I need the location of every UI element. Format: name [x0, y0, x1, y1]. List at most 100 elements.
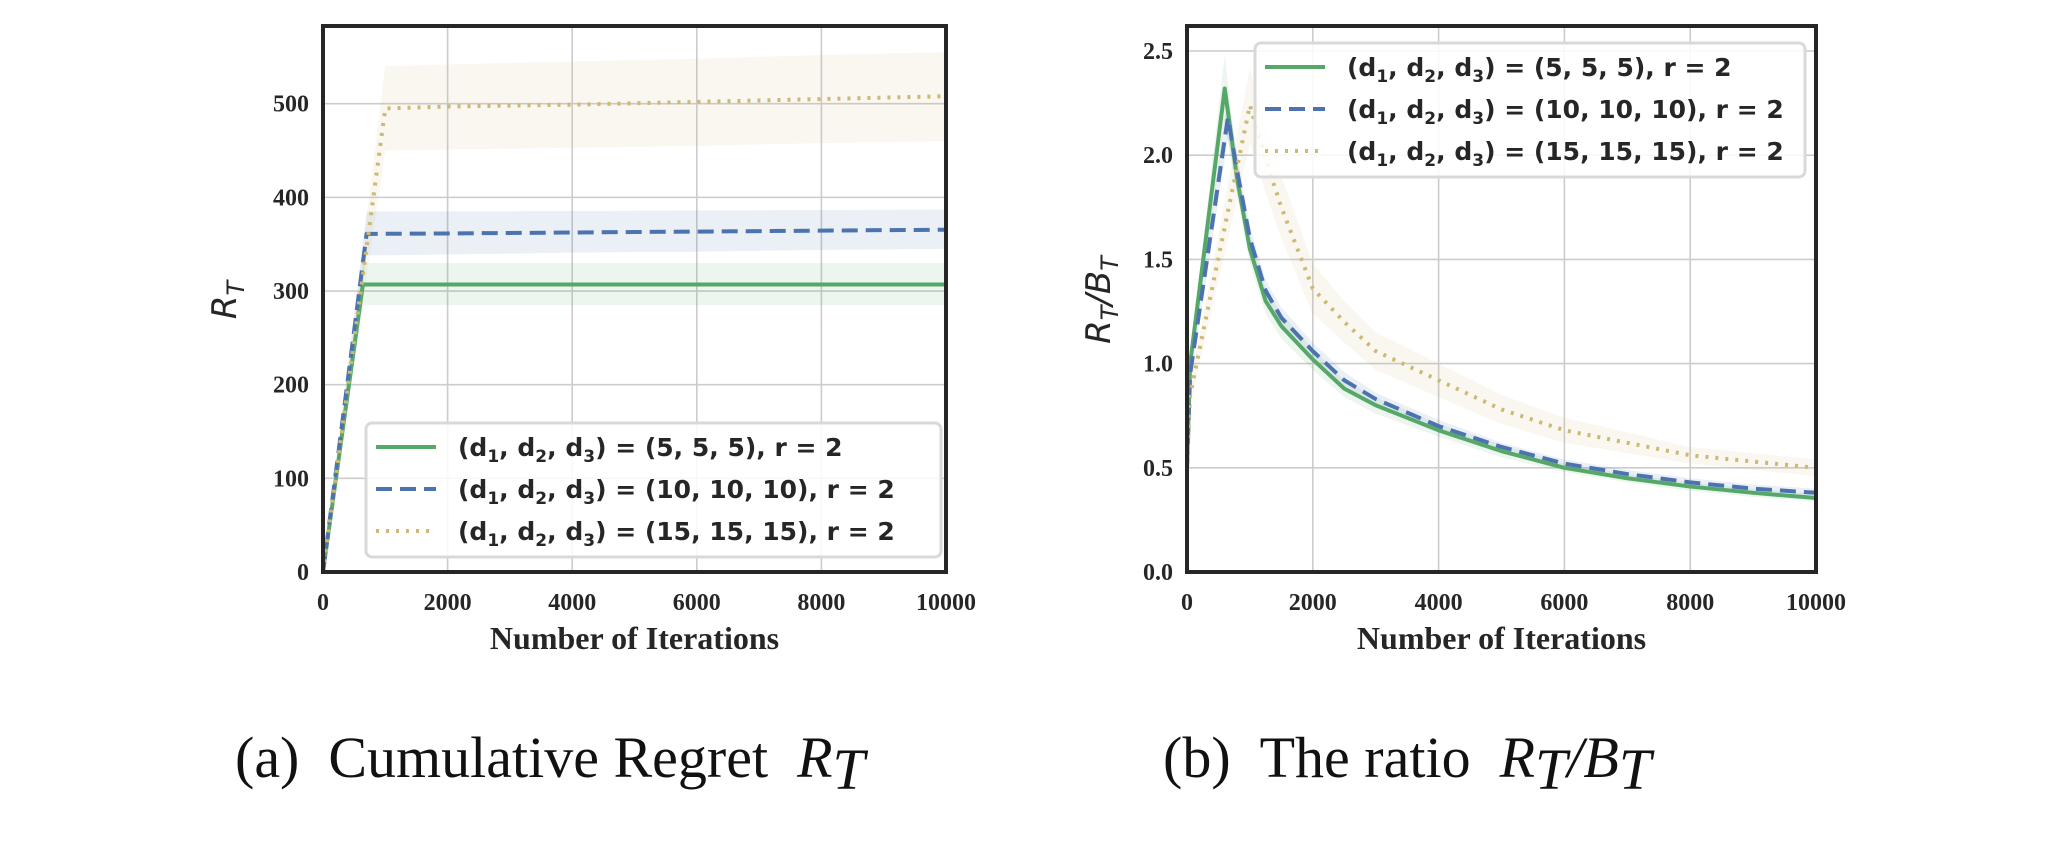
caption-math: R	[796, 725, 832, 790]
plot-area	[323, 52, 946, 572]
caption-math-subscript: T	[1535, 737, 1571, 802]
text-span: ) = (5, 5, 5), r = 2	[1484, 53, 1732, 82]
confidence-band-series-3	[323, 52, 946, 572]
x-tick-label: 6000	[1540, 590, 1588, 616]
subscript: 1	[1376, 151, 1388, 171]
text-span: , d	[499, 517, 535, 546]
x-axis-label: Number of Iterations	[1357, 620, 1646, 656]
subfigure-caption: (a) Cumulative Regret RT	[235, 725, 869, 802]
legend-label-series-3: (d1, d2, d3) = (15, 15, 15), r = 2	[458, 517, 895, 551]
text-span: , d	[547, 433, 583, 462]
x-tick-label: 10000	[1786, 590, 1846, 616]
y-tick-label: 0	[297, 560, 309, 586]
y-label-slash: /	[1079, 291, 1119, 309]
text-span: , d	[499, 433, 535, 462]
legend-box	[364, 421, 943, 559]
confidence-band-series-2	[323, 209, 946, 572]
text-span: , d	[1388, 137, 1424, 166]
subscript: 1	[487, 447, 499, 467]
text-span: ) = (15, 15, 15), r = 2	[595, 517, 895, 546]
chart-a: 0 2000 4000 6000 8000 10000 0 100 200 300 400 500 Nu…	[205, 24, 976, 802]
text-span: , d	[1436, 137, 1472, 166]
line-series-3	[1187, 103, 1816, 470]
y-tick-label: 1.5	[1143, 247, 1173, 273]
subscript: 2	[535, 489, 547, 509]
y-label-main: R	[205, 296, 245, 320]
subscript: 3	[1472, 109, 1484, 129]
x-tick-label: 10000	[916, 590, 976, 616]
text-span: (d	[458, 433, 487, 462]
text-span: , d	[1436, 53, 1472, 82]
subscript: 3	[583, 489, 595, 509]
x-tick-label: 4000	[548, 590, 596, 616]
y-label-denominator: B	[1079, 271, 1119, 294]
legend-box	[1253, 41, 1807, 179]
y-label-denominator-subscript: T	[1096, 254, 1124, 271]
legend-label-series-2: (d1, d2, d3) = (10, 10, 10), r = 2	[458, 475, 895, 509]
caption-text: (a) Cumulative Regret	[235, 725, 797, 790]
subscript: 2	[1424, 67, 1436, 87]
legend: (d1, d2, d3) = (5, 5, 5), r = 2(d1, d2, …	[1253, 41, 1807, 179]
text-span: , d	[499, 475, 535, 504]
caption-math-denominator: B	[1583, 725, 1618, 790]
text-span: (d	[1347, 53, 1376, 82]
legend-label-series-1: (d1, d2, d3) = (5, 5, 5), r = 2	[1347, 53, 1732, 87]
plot-frame	[1185, 24, 1818, 574]
y-tick-label: 400	[273, 185, 309, 211]
plot-area	[1187, 55, 1816, 502]
subscript: 2	[1424, 151, 1436, 171]
x-tick-label: 0	[1181, 590, 1193, 616]
legend-label-series-2: (d1, d2, d3) = (10, 10, 10), r = 2	[1347, 95, 1784, 129]
x-tick-label: 2000	[1289, 590, 1337, 616]
subscript: 2	[535, 447, 547, 467]
text-span: ) = (10, 10, 10), r = 2	[1484, 95, 1784, 124]
legend-label-series-1: (d1, d2, d3) = (5, 5, 5), r = 2	[458, 433, 843, 467]
subscript: 1	[1376, 109, 1388, 129]
y-tick-label: 100	[273, 466, 309, 492]
caption-math-denominator-subscript: T	[1619, 737, 1655, 802]
x-tick-label: 8000	[1666, 590, 1714, 616]
text-span: (d	[458, 517, 487, 546]
x-axis-label: Number of Iterations	[490, 620, 779, 656]
subscript: 2	[1424, 109, 1436, 129]
subscript: 1	[487, 531, 499, 551]
caption-math-subscript: T	[833, 737, 869, 802]
y-tick-label: 0.5	[1143, 456, 1173, 482]
y-label-subscript: T	[1096, 303, 1124, 320]
subscript: 1	[487, 489, 499, 509]
y-tick-label: 1.0	[1143, 352, 1173, 378]
y-label-main: R	[1079, 320, 1119, 344]
caption-math: R	[1499, 725, 1535, 790]
x-tick-label: 2000	[424, 590, 472, 616]
text-span: , d	[547, 517, 583, 546]
y-tick-label: 0.0	[1143, 560, 1173, 586]
subscript: 3	[1472, 151, 1484, 171]
legend: (d1, d2, d3) = (5, 5, 5), r = 2(d1, d2, …	[364, 421, 943, 559]
y-tick-label: 2.0	[1143, 143, 1173, 169]
y-tick-label: 200	[273, 373, 309, 399]
x-tick-label: 4000	[1415, 590, 1463, 616]
text-span: , d	[547, 475, 583, 504]
y-tick-label: 2.5	[1143, 39, 1173, 65]
subscript: 1	[1376, 67, 1388, 87]
y-axis-label: RT	[205, 279, 250, 320]
x-tick-label: 0	[317, 590, 329, 616]
text-span: , d	[1388, 95, 1424, 124]
legend-label-series-3: (d1, d2, d3) = (15, 15, 15), r = 2	[1347, 137, 1784, 171]
x-tick-label: 6000	[673, 590, 721, 616]
text-span: ) = (10, 10, 10), r = 2	[595, 475, 895, 504]
text-span: (d	[1347, 137, 1376, 166]
y-tick-label: 500	[273, 92, 309, 118]
confidence-band-series-1	[323, 262, 946, 572]
subscript: 3	[583, 531, 595, 551]
line-series-2	[1187, 115, 1816, 495]
y-label-subscript: T	[222, 279, 250, 296]
text-span: (d	[1347, 95, 1376, 124]
text-span: , d	[1388, 53, 1424, 82]
chart-b: 0 2000 4000 6000 8000 10000 0.0 0.5 1.0 1.5 2.0 2.5…	[1079, 24, 1846, 802]
plot-frame	[321, 24, 948, 574]
y-axis-label: RT/BT	[1079, 254, 1124, 344]
text-span: ) = (5, 5, 5), r = 2	[595, 433, 843, 462]
text-span: (d	[458, 475, 487, 504]
